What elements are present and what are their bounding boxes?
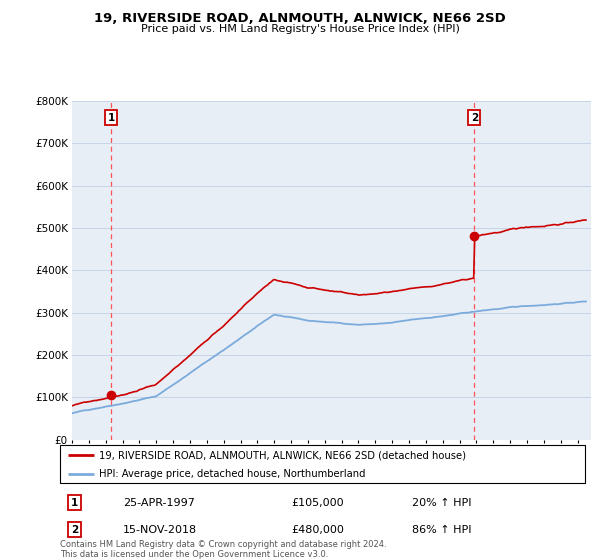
Text: 15-NOV-2018: 15-NOV-2018 xyxy=(123,525,197,535)
Text: 20% ↑ HPI: 20% ↑ HPI xyxy=(412,498,471,508)
Text: Contains HM Land Registry data © Crown copyright and database right 2024.
This d: Contains HM Land Registry data © Crown c… xyxy=(60,540,386,559)
Text: 2: 2 xyxy=(71,525,79,535)
Text: 1: 1 xyxy=(107,113,115,123)
Text: 86% ↑ HPI: 86% ↑ HPI xyxy=(412,525,471,535)
Text: 19, RIVERSIDE ROAD, ALNMOUTH, ALNWICK, NE66 2SD: 19, RIVERSIDE ROAD, ALNMOUTH, ALNWICK, N… xyxy=(94,12,506,25)
Text: £480,000: £480,000 xyxy=(291,525,344,535)
Text: 1: 1 xyxy=(71,498,79,508)
Text: £105,000: £105,000 xyxy=(291,498,344,508)
Text: Price paid vs. HM Land Registry's House Price Index (HPI): Price paid vs. HM Land Registry's House … xyxy=(140,24,460,34)
FancyBboxPatch shape xyxy=(60,445,585,483)
Text: 25-APR-1997: 25-APR-1997 xyxy=(123,498,195,508)
Text: 19, RIVERSIDE ROAD, ALNMOUTH, ALNWICK, NE66 2SD (detached house): 19, RIVERSIDE ROAD, ALNMOUTH, ALNWICK, N… xyxy=(100,450,466,460)
Text: 2: 2 xyxy=(471,113,478,123)
Text: HPI: Average price, detached house, Northumberland: HPI: Average price, detached house, Nort… xyxy=(100,469,366,479)
